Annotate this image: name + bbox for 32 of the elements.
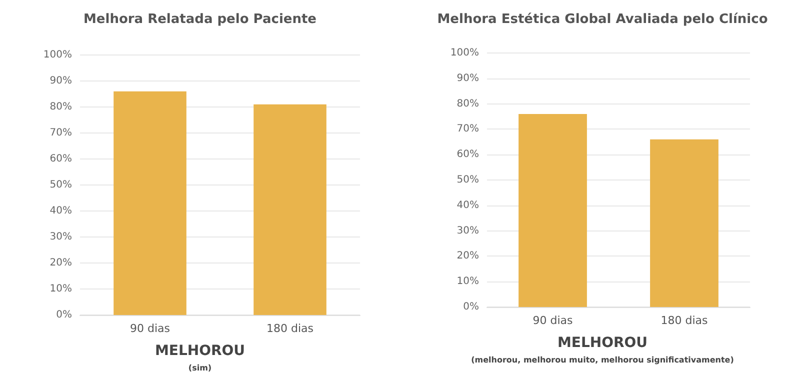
y-tick-label: 0% xyxy=(56,310,72,320)
y-tick-label: 10% xyxy=(456,276,479,288)
y-tick-label: 70% xyxy=(456,124,479,135)
y-tick-label: 90% xyxy=(50,76,72,86)
y-tick-label: 0% xyxy=(463,302,479,312)
x-tick-label: 180 dias xyxy=(660,314,708,327)
y-tick-label: 60% xyxy=(50,154,72,164)
y-tick-label: 10% xyxy=(50,284,72,294)
y-tick-label: 20% xyxy=(456,250,479,262)
y-tick-label: 70% xyxy=(50,128,72,138)
y-tick-label: 50% xyxy=(456,174,479,186)
y-tick-label: 100% xyxy=(43,50,72,60)
x-axis-title: MELHOROU xyxy=(557,335,648,351)
y-tick-label: 50% xyxy=(50,180,72,190)
y-tick-label: 100% xyxy=(450,48,479,58)
y-tick-label: 30% xyxy=(50,232,72,242)
x-tick-label: 90 dias xyxy=(130,322,170,335)
y-tick-label: 60% xyxy=(456,149,479,160)
y-tick-label: 90% xyxy=(456,72,479,84)
y-tick-label: 20% xyxy=(50,258,72,268)
text: (sim) xyxy=(188,364,212,372)
chart-title: Melhora Estética Global Avaliada pelo Clínico xyxy=(437,12,768,27)
y-tick-label: 40% xyxy=(50,206,72,216)
y-tick-label: 80% xyxy=(456,98,479,110)
y-tick-label: 40% xyxy=(456,200,479,211)
y-tick-label: 30% xyxy=(456,225,479,236)
x-axis-title: MELHOROU xyxy=(154,343,246,359)
text: (melhorou, melhorou muito, melhorou significativamente) xyxy=(471,356,734,364)
chart-title: Melhora Relatada pelo Paciente xyxy=(83,12,317,27)
x-tick-label: 90 dias xyxy=(532,314,574,327)
y-tick-label: 80% xyxy=(50,102,72,112)
x-tick-label: 180 dias xyxy=(266,322,314,335)
